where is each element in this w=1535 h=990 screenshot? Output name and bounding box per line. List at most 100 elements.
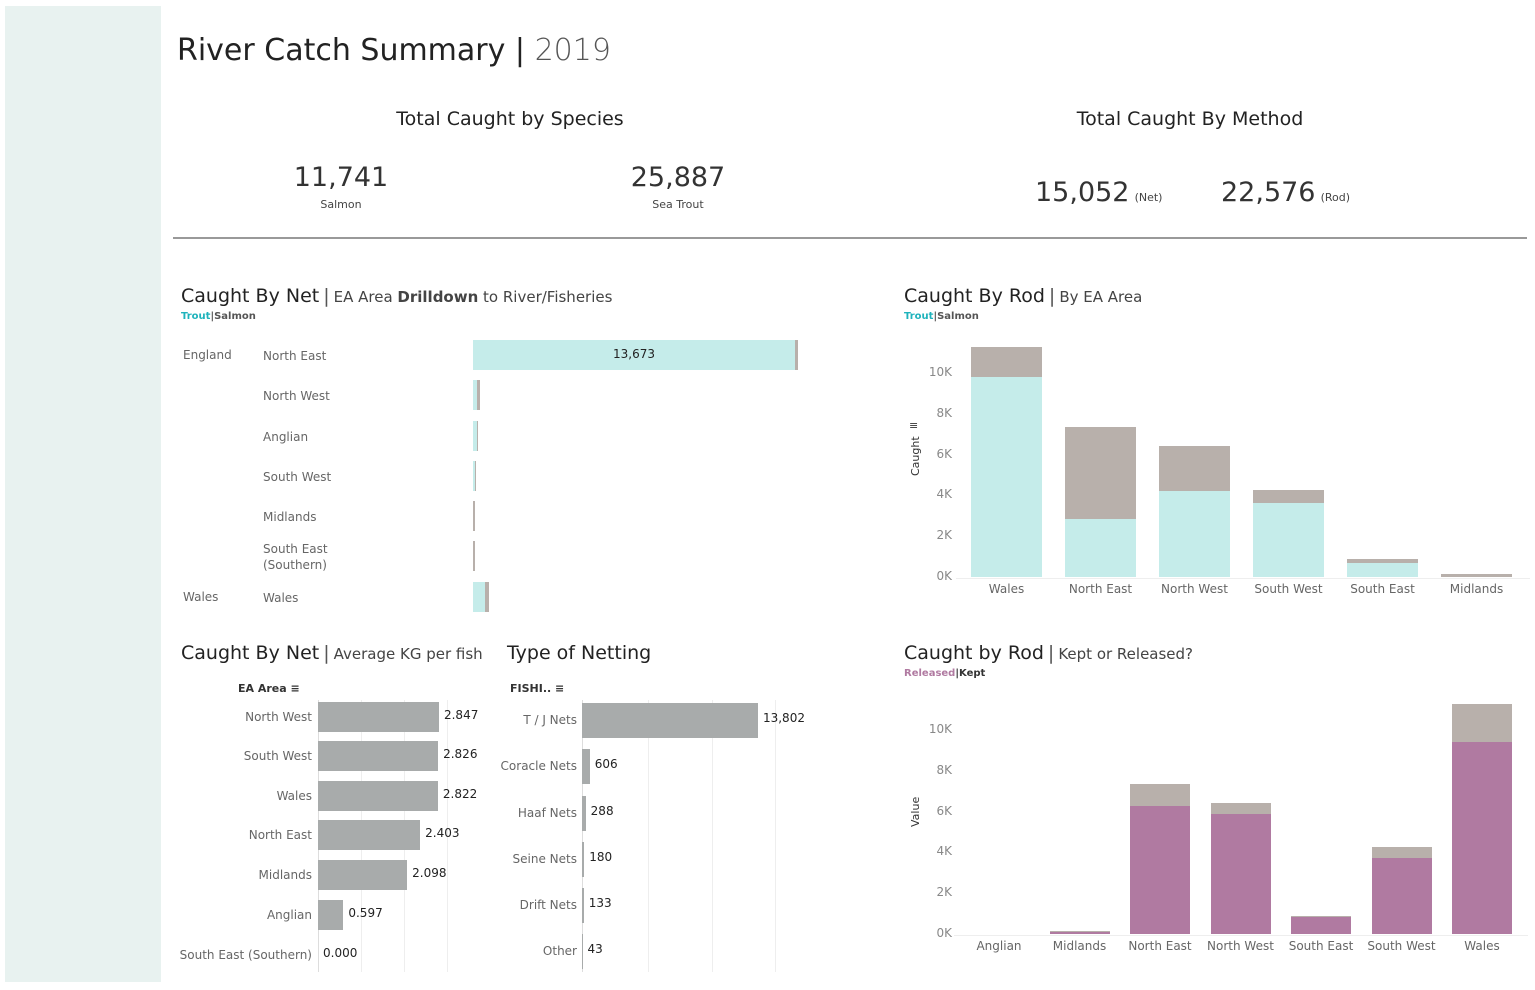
bar[interactable] — [582, 795, 586, 831]
bar-trout[interactable] — [971, 377, 1042, 577]
bar-trout[interactable] — [473, 340, 796, 370]
bar-salmon[interactable] — [473, 501, 475, 531]
bar-trout[interactable] — [473, 380, 478, 410]
bar-trout[interactable] — [473, 582, 485, 612]
category-label: Other — [542, 944, 577, 958]
bar-kept[interactable] — [1452, 704, 1512, 743]
bar-trout[interactable] — [1065, 519, 1136, 577]
bar[interactable] — [582, 841, 585, 877]
bar-value-label: 2.098 — [412, 866, 447, 880]
bar-released[interactable] — [1291, 917, 1351, 934]
area-label: North East — [263, 349, 327, 363]
avg-kg-title: Caught By Net | Average KG per fish — [181, 642, 483, 664]
area-label: Midlands — [263, 510, 317, 524]
bar-released[interactable] — [1049, 931, 1110, 934]
bar-released[interactable] — [1371, 857, 1432, 934]
bar-salmon[interactable] — [484, 582, 489, 612]
bar-trout[interactable] — [473, 461, 475, 491]
bar-value-label: 0.000 — [323, 946, 358, 960]
bar[interactable] — [582, 933, 583, 969]
bar-salmon[interactable] — [476, 421, 479, 451]
legend-kept[interactable]: Kept — [959, 668, 986, 679]
bar-value-label: 288 — [590, 804, 614, 818]
bar-released[interactable] — [1452, 742, 1512, 934]
bar-salmon[interactable] — [474, 461, 477, 491]
bar-salmon[interactable] — [1347, 559, 1418, 563]
bar-released[interactable] — [1210, 814, 1271, 934]
y-tick-label: 2K — [936, 885, 952, 900]
bar-salmon[interactable] — [473, 541, 475, 571]
bar[interactable] — [582, 748, 590, 784]
bar[interactable] — [582, 702, 758, 738]
legend-released[interactable]: Released — [904, 668, 956, 679]
fishing-method-header[interactable]: FISHI.. ≡ — [510, 682, 564, 695]
bar-trout[interactable] — [473, 421, 477, 451]
category-label: Coracle Nets — [500, 759, 577, 773]
bar[interactable] — [318, 702, 439, 732]
bar-trout[interactable] — [1347, 562, 1418, 577]
net-drilldown-legend: Trout|Salmon — [181, 311, 256, 322]
kpi-seatrout-label: Sea Trout — [652, 198, 704, 211]
bar-value-label: 606 — [594, 757, 618, 771]
bar-kept[interactable] — [1371, 847, 1432, 858]
bar-salmon[interactable] — [795, 340, 798, 370]
bar-salmon[interactable] — [1441, 573, 1512, 577]
category-label: Midlands — [258, 868, 312, 882]
bar[interactable] — [318, 860, 408, 890]
bar-value-label: 180 — [589, 850, 613, 864]
category-label: North West — [245, 710, 312, 724]
bar-kept[interactable] — [1291, 916, 1351, 918]
column-header-label: FISHI.. — [510, 682, 552, 695]
bar-kept[interactable] — [1130, 784, 1190, 807]
x-tick-label: North West — [1207, 939, 1274, 953]
y-tick-label: 8K — [936, 762, 952, 777]
bar-value-label: 2.847 — [443, 708, 479, 722]
x-tick-label: Anglian — [976, 939, 1022, 953]
bar[interactable] — [318, 820, 421, 850]
kpi-net-value: 15,052 — [1035, 177, 1130, 208]
chart-subtitle: By EA Area — [1059, 288, 1143, 306]
bar-salmon[interactable] — [1253, 490, 1324, 503]
bar-kept[interactable] — [1210, 803, 1271, 815]
kpi-species-heading: Total Caught by Species — [396, 108, 624, 130]
sort-icon[interactable]: ≡ — [555, 682, 565, 695]
y-tick-label: 10K — [928, 722, 952, 736]
legend-trout[interactable]: Trout — [904, 311, 934, 322]
legend-salmon[interactable]: Salmon — [214, 311, 256, 322]
y-tick-label: 0K — [936, 569, 952, 583]
bar-value-label: 13,673 — [613, 347, 656, 361]
chart-subtitle: Kept or Released? — [1058, 645, 1194, 663]
chart-title: Caught By Net — [181, 285, 320, 307]
x-axis-line — [954, 935, 1528, 936]
bar-released[interactable] — [1130, 806, 1190, 934]
bar[interactable] — [318, 741, 439, 771]
bar-salmon[interactable] — [1159, 446, 1230, 492]
sort-icon[interactable]: ≡ — [909, 419, 919, 432]
bar[interactable] — [582, 887, 584, 923]
y-tick-label: 4K — [936, 844, 952, 859]
legend-trout[interactable]: Trout — [181, 311, 211, 322]
y-axis-title: Caught — [909, 436, 922, 476]
rod-area-title: Caught By Rod | By EA Area — [904, 285, 1143, 307]
gridline — [775, 700, 776, 972]
bar-trout[interactable] — [1253, 502, 1324, 577]
ea-area-header[interactable]: EA Area ≡ — [238, 682, 300, 695]
kpi-salmon-label: Salmon — [320, 198, 362, 211]
bar-salmon[interactable] — [1065, 427, 1136, 520]
bar-kept[interactable] — [1049, 930, 1110, 932]
bar[interactable] — [318, 900, 344, 930]
category-label: Haaf Nets — [517, 806, 577, 820]
bar-trout[interactable] — [1159, 491, 1230, 577]
chart-title: Caught By Net — [181, 642, 320, 664]
x-tick-label: Wales — [1464, 939, 1500, 953]
gridline — [447, 700, 448, 972]
bar-value-label: 133 — [588, 896, 612, 910]
bar-value-label: 2.403 — [425, 826, 460, 840]
bar-salmon[interactable] — [971, 347, 1042, 378]
bar-salmon[interactable] — [477, 380, 480, 410]
bar[interactable] — [318, 781, 438, 811]
legend-salmon[interactable]: Salmon — [937, 311, 979, 322]
sort-icon[interactable]: ≡ — [290, 682, 300, 695]
x-tick-label: South East — [1288, 939, 1354, 953]
column-header-label: EA Area — [238, 682, 287, 695]
